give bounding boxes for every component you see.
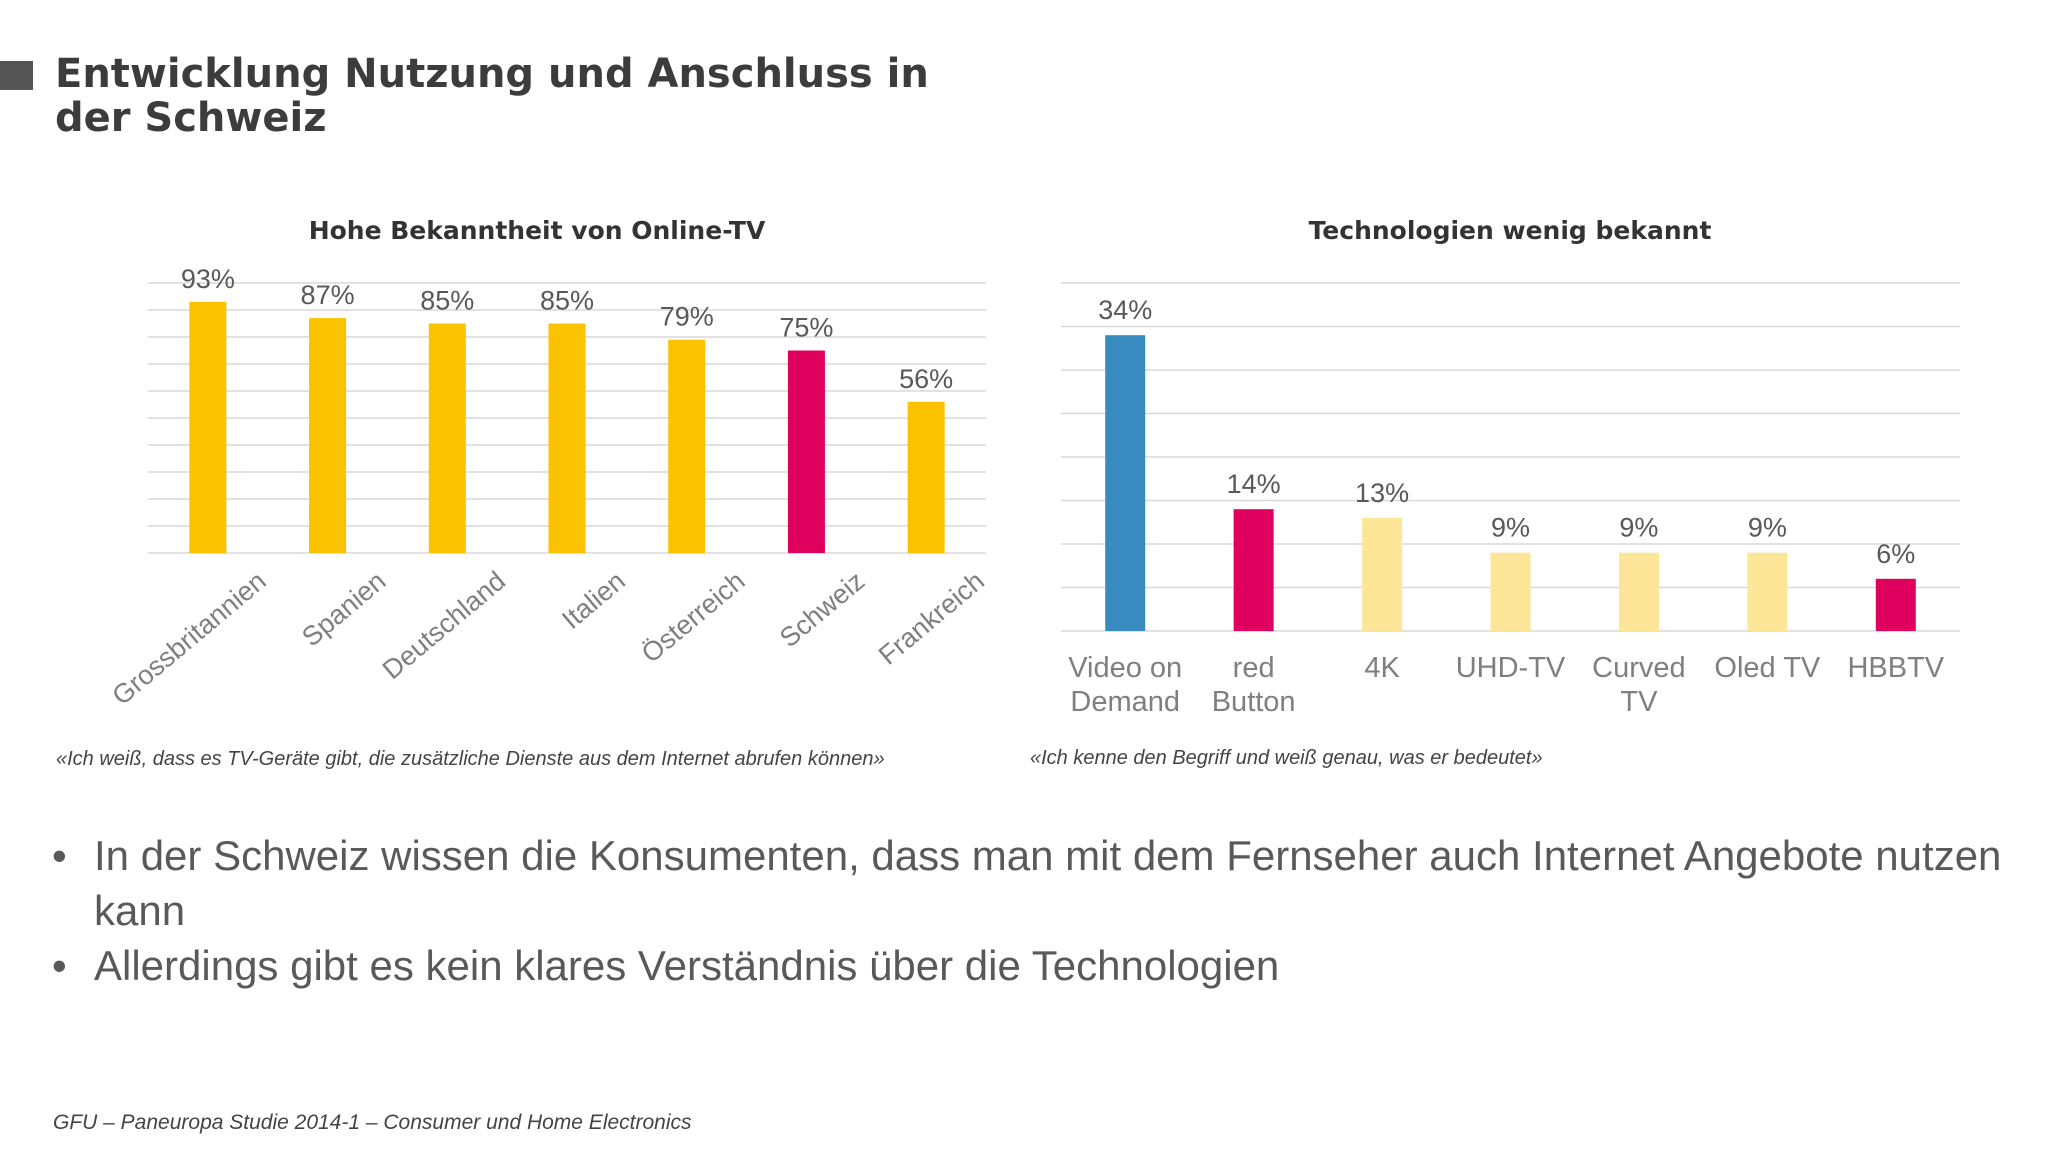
bullet-item: • In der Schweiz wissen die Konsumenten,… — [52, 828, 2012, 938]
bullet-list: • In der Schweiz wissen die Konsumenten,… — [52, 828, 2012, 993]
bar-oled-tv — [1747, 552, 1788, 631]
bar-deutschland — [428, 323, 466, 553]
bar-italien — [548, 323, 586, 553]
category-label: Italien — [556, 566, 630, 635]
category-label: TV — [1620, 686, 1658, 718]
category-label: HBBTV — [1847, 652, 1944, 684]
chart-right-note: «Ich kenne den Begriff und weiß genau, w… — [1030, 747, 1543, 769]
bullet-dot: • — [52, 832, 67, 879]
bar-red-button — [1233, 509, 1274, 631]
data-label: 9% — [1491, 513, 1530, 543]
category-label: Österreich — [636, 566, 751, 669]
category-label: Grossbritannien — [106, 566, 271, 712]
bar-hbbtv — [1875, 578, 1916, 631]
data-label: 85% — [420, 286, 474, 316]
bar-curved-tv — [1618, 552, 1659, 631]
category-label: Demand — [1070, 686, 1180, 718]
data-label: 85% — [540, 286, 594, 316]
data-label: 87% — [301, 280, 355, 310]
category-label: Oled TV — [1714, 652, 1821, 684]
chart-right-title: Technologien wenig bekannt — [1309, 216, 1712, 245]
category-label: Deutschland — [377, 566, 511, 685]
data-label: 14% — [1227, 469, 1281, 499]
category-label: UHD-TV — [1456, 652, 1566, 684]
category-label: Video on — [1068, 652, 1182, 684]
bar-schweiz — [787, 350, 825, 553]
category-label: Schweiz — [774, 566, 870, 654]
bar-österreich — [668, 339, 706, 553]
bullet-item: • Allerdings gibt es kein klares Verstän… — [52, 938, 2012, 993]
bar-frankreich — [907, 401, 945, 553]
data-label: 6% — [1876, 539, 1915, 569]
footer-source: GFU – Paneuropa Studie 2014-1 – Consumer… — [53, 1111, 692, 1134]
bar-spanien — [309, 318, 347, 553]
data-label: 13% — [1355, 478, 1409, 508]
title-marker — [0, 61, 33, 90]
bar-uhd-tv — [1490, 552, 1531, 631]
category-label: Spanien — [296, 566, 391, 653]
data-label: 9% — [1619, 513, 1658, 543]
chart-left-title: Hohe Bekanntheit von Online-TV — [309, 216, 766, 245]
category-label: 4K — [1364, 652, 1400, 684]
data-label: 34% — [1098, 295, 1152, 325]
charts-canvas: Hohe Bekanntheit von Online-TV 93% Grossbr… — [106, 216, 1960, 718]
bar-video-on-demand — [1105, 335, 1146, 631]
data-label: 75% — [779, 313, 833, 343]
category-label: red — [1233, 652, 1275, 684]
category-label: Curved — [1592, 652, 1686, 684]
slide-title: Entwicklung Nutzung und Anschluss in der… — [55, 51, 929, 141]
bar-4k — [1362, 517, 1403, 631]
chart-left-note: «Ich weiß, dass es TV-Geräte gibt, die z… — [56, 748, 885, 770]
bullet-dot: • — [52, 942, 67, 989]
bullet-text: In der Schweiz wissen die Konsumenten, d… — [94, 832, 2002, 934]
data-label: 79% — [660, 302, 714, 332]
data-label: 56% — [899, 364, 953, 394]
data-label: 9% — [1748, 513, 1787, 543]
data-label: 93% — [181, 264, 235, 294]
category-label: Frankreich — [873, 566, 990, 671]
bar-grossbritannien — [189, 301, 227, 553]
category-label: Button — [1212, 686, 1296, 718]
bullet-text: Allerdings gibt es kein klares Verständn… — [94, 942, 1280, 989]
